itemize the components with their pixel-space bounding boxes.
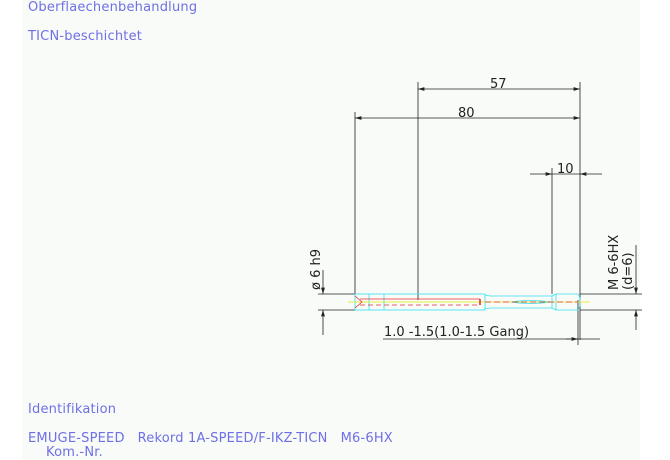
dim-80-label: 80 (458, 106, 475, 121)
identification-label: Identifikation (28, 402, 117, 417)
thread-label: M 6-6HX (607, 235, 622, 290)
commission-number-label: Kom.-Nr. (46, 445, 103, 460)
surface-treatment-label: Oberflaechenbehandlung (28, 0, 198, 15)
identification-value: EMUGE-SPEED Rekord 1A-SPEED/F-IKZ-TICN M… (28, 431, 393, 446)
diameter-label: ø 6 h9 (309, 249, 324, 290)
dim-57-label: 57 (490, 77, 507, 92)
surface-treatment-value: TICN-beschichtet (28, 29, 143, 44)
drawing-sheet (22, 0, 640, 460)
chamfer-label: 1.0 -1.5(1.0-1.5 Gang) (384, 325, 529, 340)
dim-10-label: 10 (557, 162, 574, 177)
coolant-bore (354, 295, 578, 309)
thread-d-label: (d=6) (621, 252, 636, 290)
dimension-lines (318, 82, 642, 345)
